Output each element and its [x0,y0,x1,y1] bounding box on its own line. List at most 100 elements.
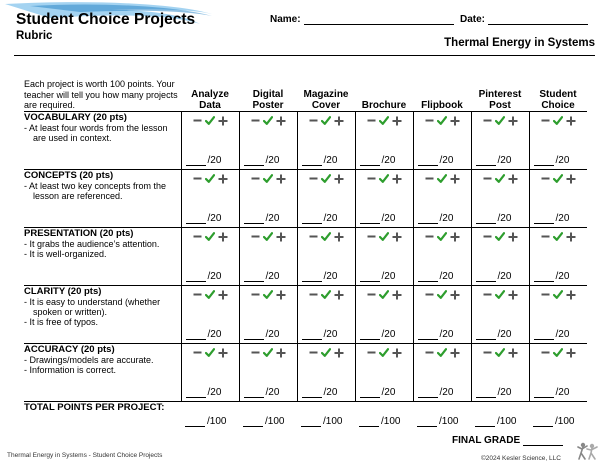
check-icon[interactable] [436,116,447,125]
plus-icon[interactable] [218,290,228,300]
minus-icon[interactable] [251,116,260,125]
plus-icon[interactable] [334,116,344,126]
score-field[interactable]: /20 [243,155,279,166]
check-icon[interactable] [436,348,447,357]
check-icon[interactable] [494,174,505,183]
minus-icon[interactable] [483,348,492,357]
check-icon[interactable] [552,116,563,125]
minus-icon[interactable] [367,174,376,183]
score-blank[interactable] [243,273,264,282]
score-cell[interactable]: /20 [528,284,587,343]
score-cell[interactable]: /20 [296,226,355,285]
score-field[interactable]: /20 [417,387,453,398]
minus-icon[interactable] [367,290,376,299]
score-cell[interactable]: /20 [354,226,413,285]
score-blank[interactable] [417,331,438,340]
score-blank[interactable] [185,215,206,224]
score-field[interactable]: /20 [533,155,569,166]
date-line[interactable] [488,15,589,25]
check-icon[interactable] [552,174,563,183]
score-blank[interactable] [417,157,438,166]
minus-icon[interactable] [425,290,434,299]
minus-icon[interactable] [425,174,434,183]
check-icon[interactable] [320,232,331,241]
total-cell[interactable]: /100 [355,400,413,428]
minus-icon[interactable] [309,232,318,241]
minus-icon[interactable] [541,232,550,241]
total-blank[interactable] [475,418,495,427]
check-icon[interactable] [436,232,447,241]
total-field[interactable]: /100 [533,416,574,427]
minus-icon[interactable] [425,232,434,241]
score-field[interactable]: /20 [359,387,395,398]
minus-icon[interactable] [251,348,260,357]
score-cell[interactable]: /20 [296,342,355,401]
score-blank[interactable] [243,157,264,166]
minus-icon[interactable] [193,174,202,183]
check-icon[interactable] [552,290,563,299]
check-icon[interactable] [320,290,331,299]
score-field[interactable]: /20 [533,387,569,398]
score-field[interactable]: /20 [417,155,453,166]
score-cell[interactable]: /20 [238,284,297,343]
score-cell[interactable]: /20 [528,342,587,401]
score-field[interactable]: /20 [475,155,511,166]
score-field[interactable]: /20 [243,213,279,224]
check-icon[interactable] [378,232,389,241]
score-field[interactable]: /20 [243,271,279,282]
check-icon[interactable] [552,348,563,357]
score-blank[interactable] [359,215,380,224]
score-cell[interactable]: /20 [470,226,529,285]
check-icon[interactable] [552,232,563,241]
score-field[interactable]: /20 [301,155,337,166]
score-cell[interactable]: /20 [180,226,239,285]
minus-icon[interactable] [367,348,376,357]
score-cell[interactable]: /20 [180,110,239,169]
plus-icon[interactable] [392,174,402,184]
minus-icon[interactable] [193,116,202,125]
score-cell[interactable]: /20 [296,168,355,227]
score-cell[interactable]: /20 [180,168,239,227]
minus-icon[interactable] [425,348,434,357]
score-cell[interactable]: /20 [354,284,413,343]
score-field[interactable]: /20 [359,271,395,282]
score-field[interactable]: /20 [417,271,453,282]
score-blank[interactable] [359,331,380,340]
score-blank[interactable] [475,389,496,398]
score-blank[interactable] [533,389,554,398]
score-field[interactable]: /20 [417,329,453,340]
plus-icon[interactable] [334,232,344,242]
plus-icon[interactable] [276,116,286,126]
minus-icon[interactable] [541,290,550,299]
minus-icon[interactable] [483,174,492,183]
score-cell[interactable]: /20 [528,226,587,285]
total-field[interactable]: /100 [185,416,226,427]
name-line[interactable] [303,15,454,25]
total-cell[interactable]: /100 [181,400,239,428]
plus-icon[interactable] [566,232,576,242]
check-icon[interactable] [494,290,505,299]
minus-icon[interactable] [309,348,318,357]
minus-icon[interactable] [541,116,550,125]
score-field[interactable]: /20 [475,387,511,398]
minus-icon[interactable] [367,116,376,125]
score-cell[interactable]: /20 [470,342,529,401]
score-cell[interactable]: /20 [296,110,355,169]
date-field[interactable]: Date: [460,14,589,25]
score-cell[interactable]: /20 [412,168,471,227]
total-field[interactable]: /100 [301,416,342,427]
score-cell[interactable]: /20 [412,342,471,401]
score-blank[interactable] [475,215,496,224]
check-icon[interactable] [204,116,215,125]
score-field[interactable]: /20 [185,387,221,398]
total-cell[interactable]: /100 [297,400,355,428]
plus-icon[interactable] [218,116,228,126]
final-grade[interactable]: FINAL GRADE [452,435,564,446]
plus-icon[interactable] [392,348,402,358]
plus-icon[interactable] [276,348,286,358]
score-blank[interactable] [533,273,554,282]
score-cell[interactable]: /20 [238,342,297,401]
score-blank[interactable] [301,157,322,166]
score-blank[interactable] [301,389,322,398]
score-field[interactable]: /20 [533,213,569,224]
